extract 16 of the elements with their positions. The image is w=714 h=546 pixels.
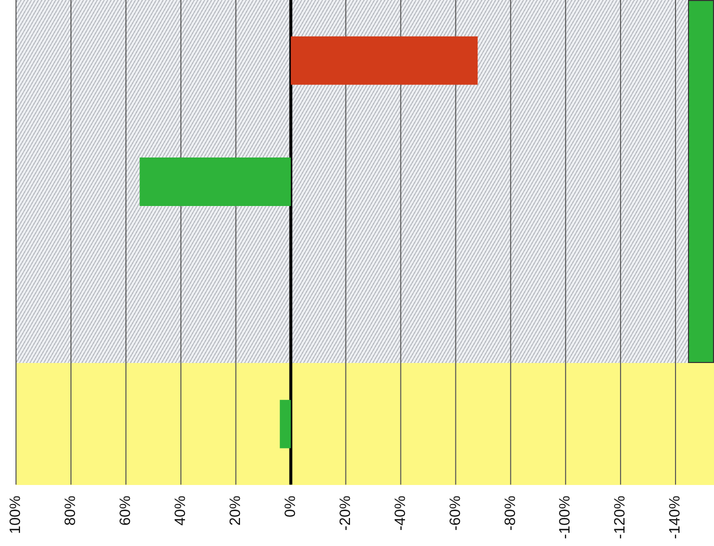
x-tick-label: -80% <box>502 496 519 531</box>
bar <box>140 158 291 206</box>
x-tick-label: 40% <box>172 496 190 526</box>
x-tick-label: 20% <box>226 496 244 526</box>
x-tick-label: -60% <box>446 496 464 531</box>
x-tick-label: 60% <box>117 496 134 526</box>
x-tick-label: -20% <box>336 496 354 531</box>
x-tick-label: -100% <box>556 496 574 539</box>
x-tick-label: 100% <box>7 496 24 534</box>
x-tick-label: 0% <box>282 496 299 518</box>
x-tick-label: 80% <box>62 496 80 526</box>
x-tick-label: -40% <box>392 496 409 531</box>
x-tick-label: -120% <box>612 496 629 539</box>
x-tick-label: -140% <box>666 496 684 539</box>
bar <box>290 36 478 85</box>
bar <box>280 400 291 448</box>
